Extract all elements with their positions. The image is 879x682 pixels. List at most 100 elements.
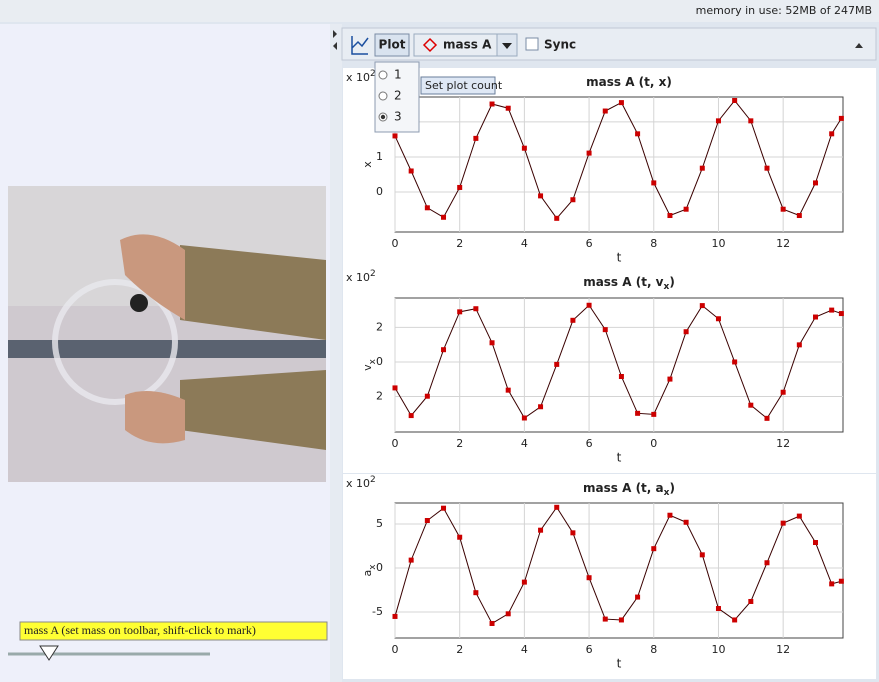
data-point — [570, 197, 575, 202]
data-point — [554, 216, 559, 221]
video-frame — [8, 186, 326, 482]
splitter[interactable] — [330, 24, 342, 682]
data-point — [716, 316, 721, 321]
data-point — [538, 404, 543, 409]
data-point — [748, 599, 753, 604]
x-tick-label: 2 — [456, 237, 463, 250]
data-point — [587, 575, 592, 580]
plot-title-part: ) — [669, 275, 674, 289]
data-point — [829, 131, 834, 136]
data-point — [700, 166, 705, 171]
plot-title-part: mass A (t, x) — [586, 75, 672, 89]
y-axis-label-part: a — [361, 570, 374, 577]
data-point — [522, 415, 527, 420]
x-tick-label: 10 — [711, 237, 725, 250]
data-point — [587, 151, 592, 156]
tooltip-text: Set plot count — [425, 79, 503, 92]
data-point — [781, 521, 786, 526]
data-point — [570, 530, 575, 535]
x-tick-label: 6 — [586, 643, 593, 656]
x-axis-label: t — [617, 251, 622, 265]
x-tick-label: 4 — [521, 643, 528, 656]
data-point — [732, 98, 737, 103]
data-point — [457, 309, 462, 314]
x-tick-label: 8 — [650, 237, 657, 250]
data-point — [441, 347, 446, 352]
data-point — [490, 621, 495, 626]
y-axis-label-part: x — [361, 161, 374, 168]
y-tick-label: -5 — [372, 605, 383, 618]
plot-title-part: ) — [669, 481, 674, 495]
axis-multiplier-part: x 10 — [346, 71, 370, 84]
radio-button[interactable] — [379, 92, 387, 100]
data-point — [425, 205, 430, 210]
radio-button[interactable] — [379, 71, 387, 79]
data-point — [522, 146, 527, 151]
sync-checkbox[interactable] — [526, 38, 538, 50]
plots: 024681012012mass A (t, x)x 102tx02460122… — [343, 68, 876, 679]
menu-option: 3 — [394, 110, 402, 124]
data-point — [829, 581, 834, 586]
data-point — [473, 306, 478, 311]
y-tick-label: 2 — [376, 390, 383, 403]
data-point — [490, 340, 495, 345]
data-point — [651, 546, 656, 551]
data-point — [813, 315, 818, 320]
data-point — [667, 213, 672, 218]
data-point — [667, 377, 672, 382]
plot-count-menu: 123 — [375, 62, 419, 132]
data-point — [473, 136, 478, 141]
data-point — [425, 518, 430, 523]
mark-hint-text: mass A (set mass on toolbar, shift-click… — [24, 623, 256, 637]
data-point — [732, 359, 737, 364]
data-point — [797, 213, 802, 218]
data-point — [506, 106, 511, 111]
x-tick-label: 6 — [586, 237, 593, 250]
y-tick-label: 5 — [376, 517, 383, 530]
data-point — [651, 412, 656, 417]
data-point — [651, 180, 656, 185]
x-tick-label: 0 — [392, 643, 399, 656]
data-point — [813, 540, 818, 545]
data-point — [764, 166, 769, 171]
data-point — [506, 388, 511, 393]
data-point — [473, 590, 478, 595]
data-point — [748, 403, 753, 408]
data-point — [797, 514, 802, 519]
x-tick-label: 6 — [586, 437, 593, 450]
data-point — [393, 614, 398, 619]
data-point — [781, 207, 786, 212]
x-tick-label: 4 — [521, 437, 528, 450]
tracker-window: memory in use: 52MB of 247MB mass A (set… — [0, 0, 879, 682]
menu-option: 2 — [394, 89, 402, 103]
data-point — [506, 611, 511, 616]
data-point — [700, 303, 705, 308]
data-point — [635, 595, 640, 600]
data-point — [684, 207, 689, 212]
plot-area — [395, 298, 843, 432]
data-point — [839, 311, 844, 316]
data-point — [797, 342, 802, 347]
x-tick-label: 8 — [650, 643, 657, 656]
x-tick-label: 10 — [711, 643, 725, 656]
data-point — [667, 513, 672, 518]
data-point — [748, 118, 753, 123]
data-point — [635, 131, 640, 136]
data-point — [619, 374, 624, 379]
axis-multiplier-part: x 10 — [346, 477, 370, 490]
data-point — [522, 580, 527, 585]
data-point — [684, 520, 689, 525]
axis-multiplier-part: 2 — [370, 269, 376, 279]
y-axis-label-part: x — [368, 358, 378, 364]
data-point — [603, 617, 608, 622]
track-name: mass A — [443, 38, 492, 52]
x-axis-label: t — [617, 451, 622, 465]
data-point — [409, 168, 414, 173]
x-tick-label: 0 — [650, 437, 657, 450]
data-point — [716, 606, 721, 611]
plot: 0246012202mass A (t, vx)x 102tvx — [343, 268, 876, 473]
radio-dot — [381, 115, 385, 119]
data-point — [441, 506, 446, 511]
